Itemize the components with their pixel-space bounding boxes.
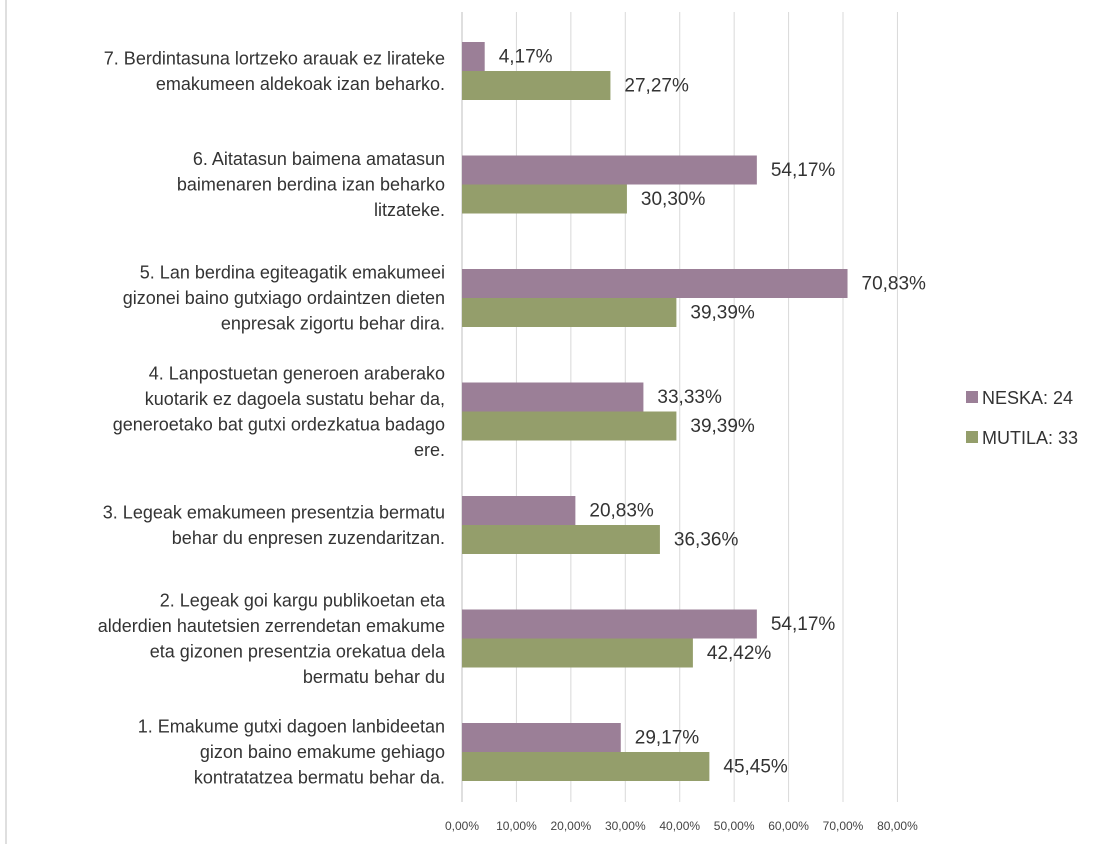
bar-mutila xyxy=(462,411,677,441)
data-label-mutila: 45,45% xyxy=(723,757,788,778)
bar-neska xyxy=(462,42,485,71)
legend: NESKA: 24 MUTILA: 33 xyxy=(966,388,1078,448)
bar-neska xyxy=(462,496,576,525)
category-label: 1. Emakume gutxi dagoen lanbideetan gizon… xyxy=(138,717,445,788)
legend-entry: MUTILA: 33 xyxy=(982,428,1078,448)
category-labels: 7. Berdintasuna lortzeko arauak ez lirat… xyxy=(98,48,446,787)
x-axis-tick-labels: 0,00% 10,00% 20,00% 30,00% 40,00% 50,00% 60,00… xyxy=(445,819,918,833)
data-label-neska: 54,17% xyxy=(771,614,836,635)
data-label-mutila: 39,39% xyxy=(690,416,755,437)
data-label-mutila: 39,39% xyxy=(690,303,755,324)
bar-neska xyxy=(462,155,757,185)
x-tick-label: 0,00% xyxy=(445,819,479,833)
category-label: 5. Lan berdina egiteagatik emakumeei gizo… xyxy=(123,263,445,334)
bar-neska xyxy=(462,382,644,412)
data-label-mutila: 42,42% xyxy=(707,643,772,664)
bar-neska xyxy=(462,269,848,298)
x-tick-label: 10,00% xyxy=(496,819,537,833)
x-tick-label: 60,00% xyxy=(768,819,809,833)
bar-neska xyxy=(462,609,757,639)
bar-mutila xyxy=(462,752,710,781)
bar-mutila xyxy=(462,71,611,100)
data-label-mutila: 27,27% xyxy=(624,76,689,97)
bars xyxy=(462,42,848,781)
data-label-neska: 29,17% xyxy=(635,728,700,749)
x-tick-label: 30,00% xyxy=(605,819,646,833)
data-labels: 4,17% 27,27% 54,17% 30,30% 70,83% 39,39% 33,33… xyxy=(499,47,926,778)
data-label-mutila: 36,36% xyxy=(674,530,739,551)
category-label: 2. Legeak goi kargu publikoetan eta alder… xyxy=(98,590,446,687)
legend-swatch xyxy=(966,391,978,403)
category-label: 4. Lanpostuetan generoen araberako kuotar… xyxy=(113,363,445,460)
gridlines xyxy=(461,12,898,802)
data-label-mutila: 30,30% xyxy=(641,189,706,210)
x-tick-label: 20,00% xyxy=(551,819,592,833)
bar-mutila xyxy=(462,298,677,327)
legend-swatch xyxy=(966,431,978,443)
category-label: 7. Berdintasuna lortzeko arauak ez lirat… xyxy=(104,48,445,94)
bar-mutila xyxy=(462,184,627,214)
data-label-neska: 54,17% xyxy=(771,160,836,181)
bar-mutila xyxy=(462,638,693,668)
category-label: 3. Legeak emakumeen presentzia bermatu be… xyxy=(103,502,445,548)
x-tick-label: 80,00% xyxy=(877,819,918,833)
legend-entry: NESKA: 24 xyxy=(982,388,1073,408)
x-tick-label: 50,00% xyxy=(714,819,755,833)
data-label-neska: 33,33% xyxy=(657,387,722,408)
x-tick-label: 70,00% xyxy=(823,819,864,833)
data-label-neska: 70,83% xyxy=(862,274,927,295)
category-label: 6. Aitatasun baimena amatasun baimenaren … xyxy=(177,149,445,220)
data-label-neska: 4,17% xyxy=(499,47,553,68)
data-label-neska: 20,83% xyxy=(589,501,654,522)
bar-mutila xyxy=(462,525,660,554)
x-tick-label: 40,00% xyxy=(659,819,700,833)
bar-neska xyxy=(462,723,621,752)
